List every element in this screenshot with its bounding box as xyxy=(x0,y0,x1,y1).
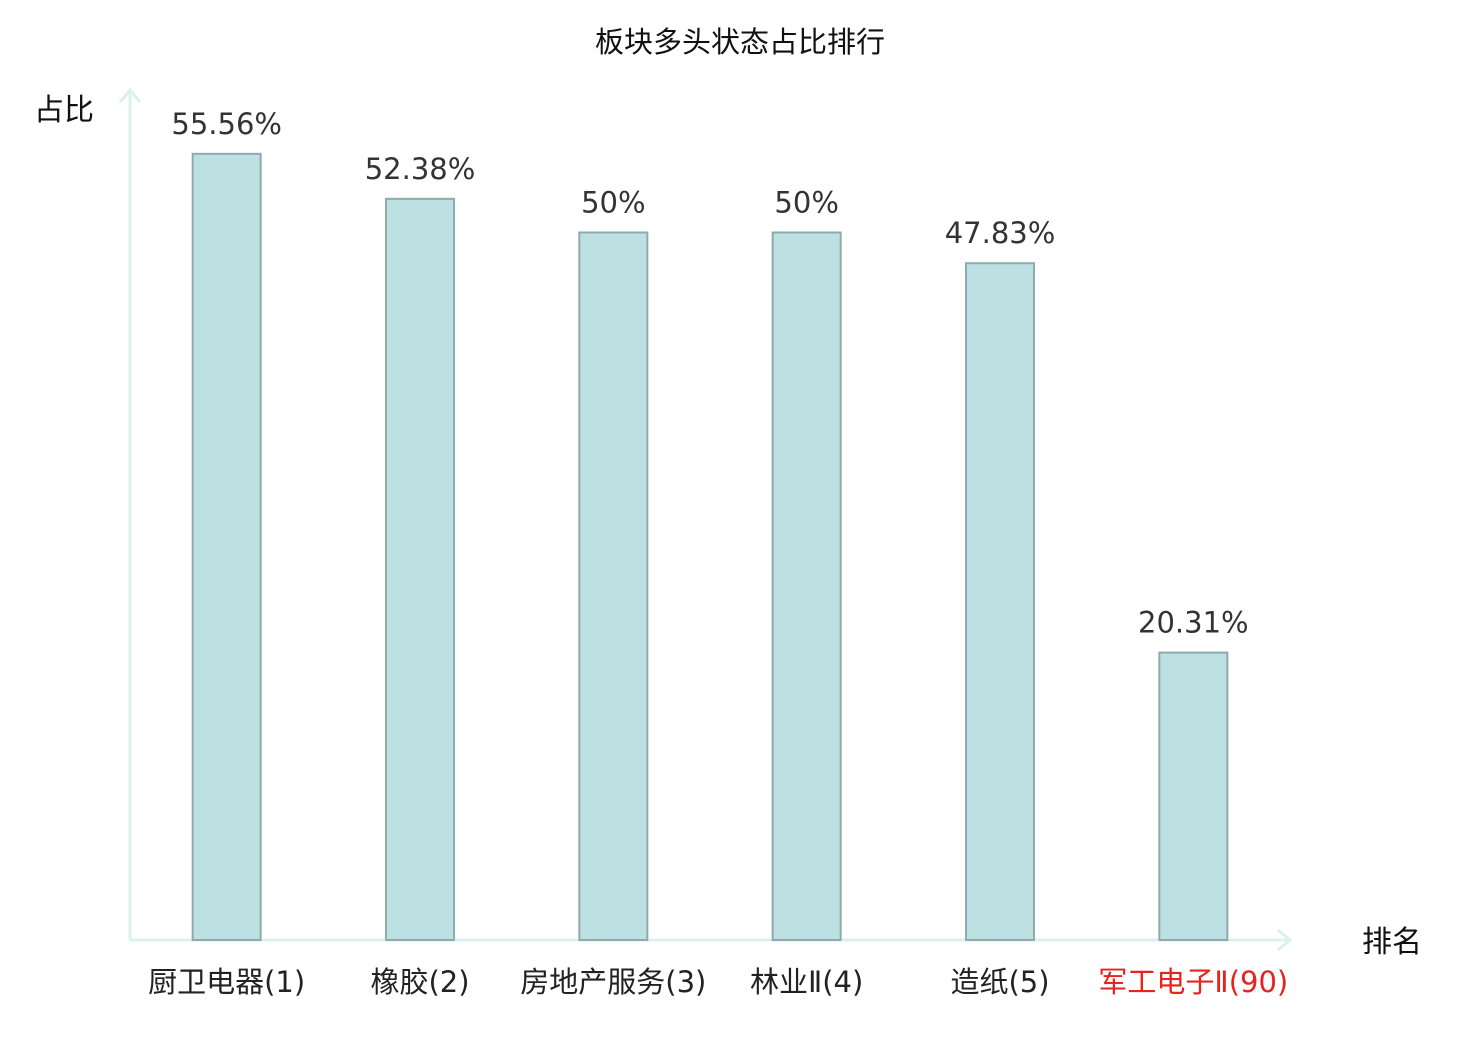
x-tick-label: 橡胶(2) xyxy=(370,965,470,999)
x-tick-label: 军工电子Ⅱ(90) xyxy=(1098,965,1289,999)
x-tick-label: 造纸(5) xyxy=(950,965,1050,999)
y-axis-label: 占比 xyxy=(34,93,94,128)
chart-title: 板块多头状态占比排行 xyxy=(595,25,885,59)
value-label: 50% xyxy=(774,186,838,220)
bar xyxy=(1158,651,1229,942)
bar xyxy=(385,197,455,941)
x-axis-arrow xyxy=(1277,928,1293,952)
value-label: 52.38% xyxy=(365,152,476,186)
bar xyxy=(578,231,649,941)
value-label: 20.31% xyxy=(1138,606,1249,640)
value-label: 55.56% xyxy=(171,107,282,141)
x-axis-label: 排名 xyxy=(1362,925,1422,960)
value-label: 47.83% xyxy=(945,216,1056,250)
bar xyxy=(965,262,1035,941)
x-tick-label: 林业Ⅱ(4) xyxy=(749,965,864,999)
y-axis-arrow xyxy=(118,87,142,103)
value-label: 50% xyxy=(581,186,645,220)
x-tick-label: 厨卫电器(1) xyxy=(148,965,306,999)
bar xyxy=(771,231,842,941)
x-tick-label: 房地产服务(3) xyxy=(520,965,707,999)
bar xyxy=(191,152,262,942)
